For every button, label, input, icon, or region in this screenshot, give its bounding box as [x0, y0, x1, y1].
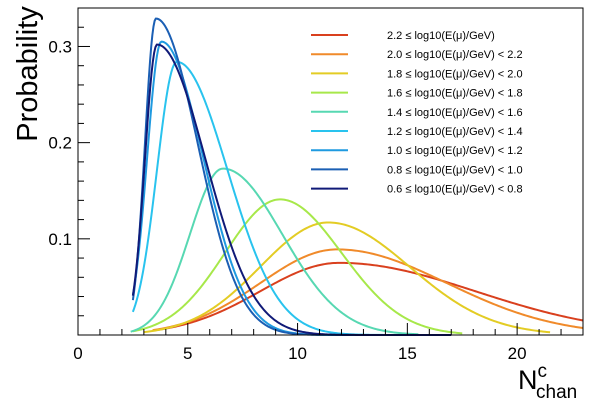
- x-axis-ticks: 0 5 10 15 20: [73, 323, 584, 363]
- series-line-2: [143, 221, 551, 334]
- legend: 2.2 ≤ log10(E(μ)/GeV) 2.0 ≤ log10(E(μ)/Ge…: [311, 30, 523, 196]
- series-line-5: [131, 60, 441, 336]
- x-axis-title-main: N: [518, 365, 538, 395]
- x-tick-label: 5: [183, 344, 192, 363]
- legend-label-4: 1.4 ≤ log10(E(μ)/GeV) < 1.6: [387, 107, 523, 119]
- series-line-0: [152, 261, 584, 332]
- series-line-1: [152, 248, 584, 332]
- x-axis-title-superscript: c: [538, 361, 548, 382]
- series-line-6: [131, 40, 408, 336]
- series-curves: [130, 17, 584, 336]
- x-tick-label: 15: [398, 344, 417, 363]
- y-tick-label: 0.1: [48, 230, 72, 249]
- legend-label-8: 0.6 ≤ log10(E(μ)/GeV) < 0.8: [387, 184, 523, 196]
- legend-label-7: 0.8 ≤ log10(E(μ)/GeV) < 1.0: [387, 164, 523, 176]
- series-line-4: [130, 167, 419, 336]
- x-tick-label: 0: [73, 344, 82, 363]
- legend-label-0: 2.2 ≤ log10(E(μ)/GeV): [387, 30, 495, 42]
- series-line-3: [132, 198, 463, 335]
- y-axis-ticks: 0.1 0.2 0.3: [48, 7, 90, 317]
- legend-label-6: 1.0 ≤ log10(E(μ)/GeV) < 1.2: [387, 145, 523, 157]
- y-axis-title: Probability: [12, 6, 44, 142]
- legend-label-1: 2.0 ≤ log10(E(μ)/GeV) < 2.2: [387, 49, 523, 61]
- legend-label-3: 1.6 ≤ log10(E(μ)/GeV) < 1.8: [387, 88, 523, 100]
- legend-label-5: 1.2 ≤ log10(E(μ)/GeV) < 1.4: [387, 126, 523, 138]
- x-tick-label: 20: [508, 344, 527, 363]
- x-axis-title-subscript: chan: [536, 382, 577, 403]
- plot-frame: [77, 7, 584, 336]
- legend-label-2: 1.8 ≤ log10(E(μ)/GeV) < 2.0: [387, 68, 523, 80]
- x-tick-label: 10: [288, 344, 307, 363]
- x-axis-title: Nc chan: [518, 361, 577, 403]
- y-tick-label: 0.3: [48, 37, 72, 56]
- y-tick-label: 0.2: [48, 134, 72, 153]
